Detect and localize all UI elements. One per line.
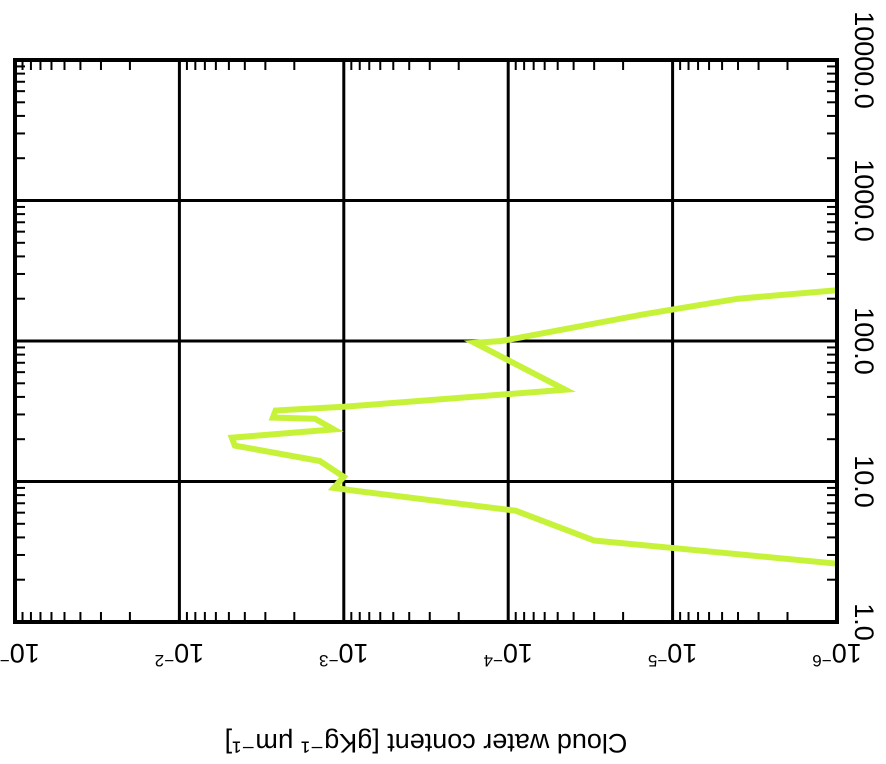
x-tick-label: 10−1 xyxy=(0,638,40,670)
x-tick-label-text: 10−5 xyxy=(648,638,697,670)
x-tick-label-text: 10−6 xyxy=(812,638,861,670)
x-tick-label: 10−3 xyxy=(319,638,368,670)
x-axis-title: Cloud water content [gKg⁻¹ μm⁻¹] xyxy=(225,728,628,758)
series-line xyxy=(227,287,838,567)
y-tick-label: 1000.0 xyxy=(849,159,879,242)
x-tick-labels: 10−1 10−2 10−3 10−4 10−5 10−6 xyxy=(0,638,862,670)
x-tick-label-text: 10−3 xyxy=(319,638,368,670)
series xyxy=(227,287,838,567)
x-tick-label: 10−4 xyxy=(483,638,532,670)
x-tick-label-text: 10−2 xyxy=(155,638,204,670)
x-tick-label: 10−2 xyxy=(155,638,204,670)
y-tick-label: 100.0 xyxy=(849,307,879,375)
x-tick-label-text: 10−1 xyxy=(0,638,40,670)
x-tick-label-text: 10−4 xyxy=(483,638,532,670)
y-tick-labels: 1.0 10.0 100.0 1000.0 10000.0 xyxy=(849,11,879,641)
y-tick-label: 1.0 xyxy=(849,603,879,641)
plot-frame xyxy=(13,58,839,624)
x-tick-label: 10−6 xyxy=(812,638,861,670)
y-tick-label: 10.0 xyxy=(849,455,879,508)
grid xyxy=(15,60,837,622)
y-tick-label: 10000.0 xyxy=(849,11,879,109)
x-tick-label: 10−5 xyxy=(648,638,697,670)
